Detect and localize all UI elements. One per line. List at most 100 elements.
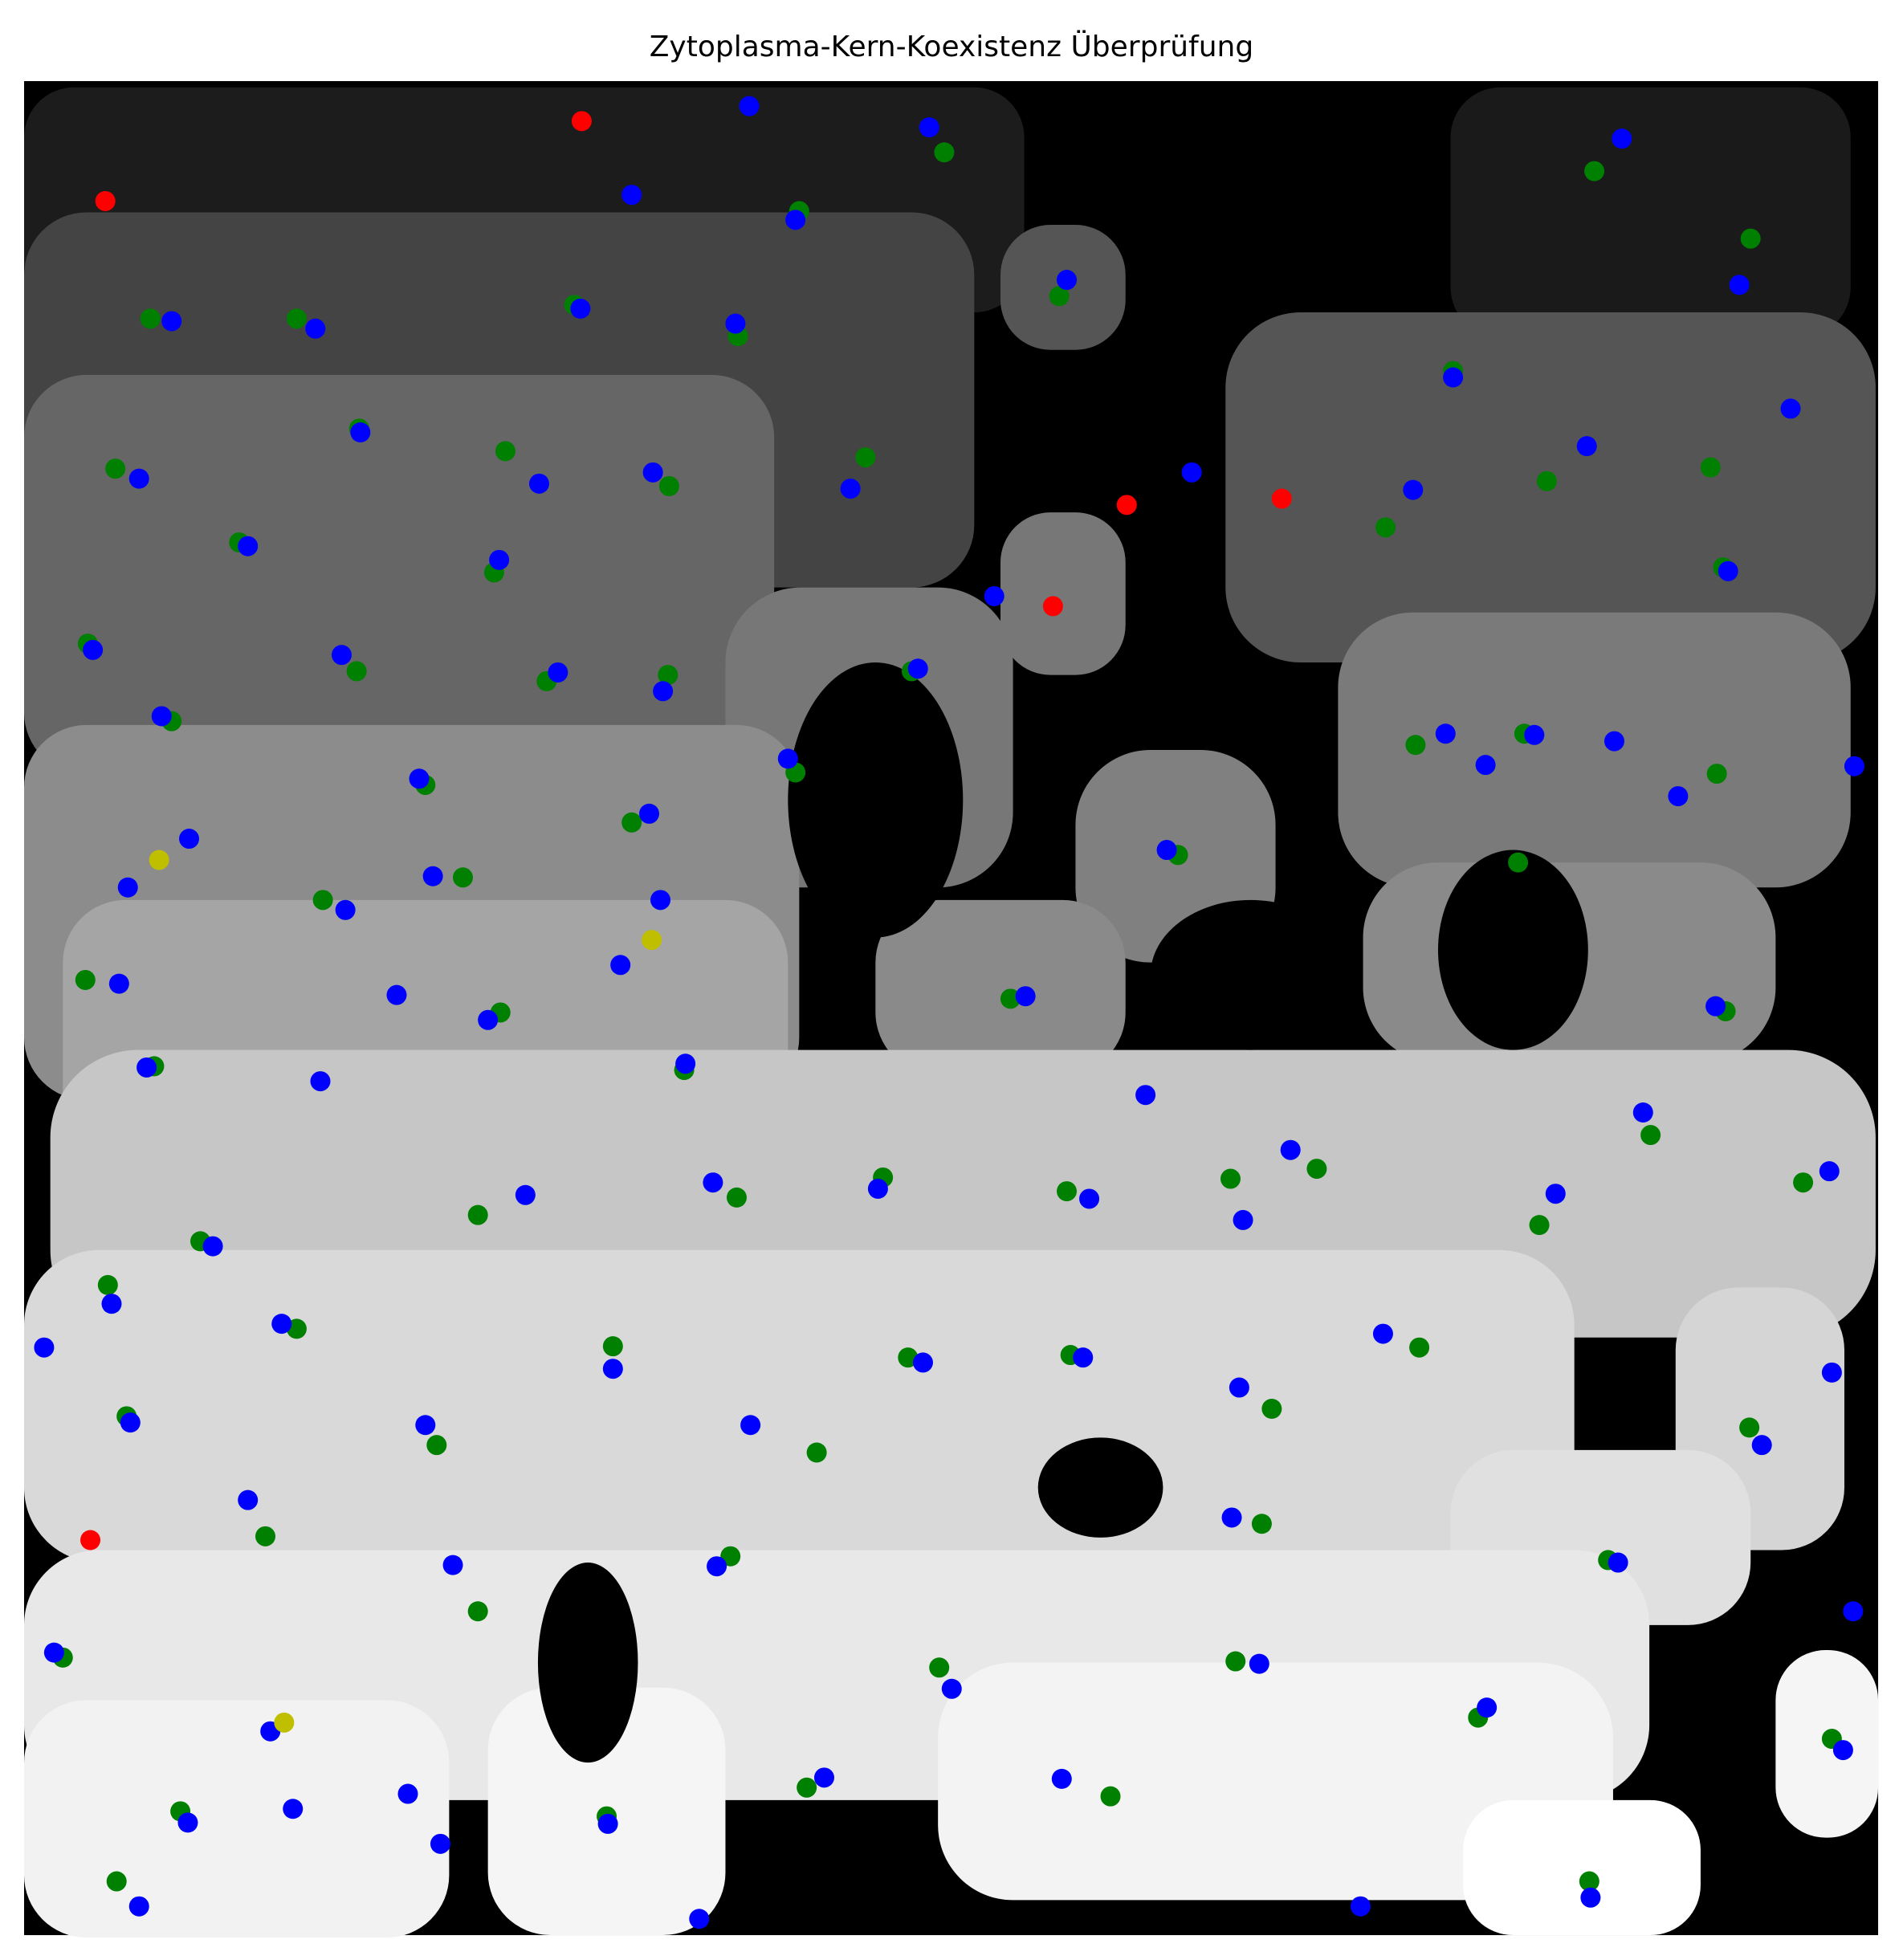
point bbox=[840, 479, 861, 499]
point bbox=[1443, 367, 1464, 388]
point bbox=[335, 899, 356, 920]
point bbox=[415, 1415, 436, 1436]
point bbox=[1116, 495, 1137, 515]
point bbox=[1251, 1514, 1272, 1534]
point bbox=[806, 1442, 827, 1463]
point bbox=[1051, 1768, 1072, 1789]
point bbox=[919, 117, 939, 138]
point bbox=[1000, 988, 1021, 1009]
point bbox=[1350, 1896, 1371, 1917]
point bbox=[1576, 436, 1597, 457]
point bbox=[1632, 1102, 1653, 1123]
point bbox=[386, 984, 407, 1005]
point bbox=[1057, 270, 1078, 291]
point bbox=[1780, 398, 1801, 419]
point bbox=[331, 645, 352, 666]
point bbox=[80, 1530, 101, 1550]
gap bbox=[1437, 850, 1588, 1050]
point bbox=[161, 311, 182, 332]
point bbox=[274, 1712, 295, 1733]
point bbox=[151, 706, 172, 727]
point bbox=[1793, 1172, 1814, 1193]
point bbox=[813, 1767, 834, 1788]
point bbox=[740, 1415, 761, 1436]
point bbox=[726, 1187, 747, 1208]
point bbox=[128, 1896, 149, 1917]
image-background bbox=[24, 81, 1879, 1938]
point bbox=[286, 308, 307, 329]
point bbox=[442, 1555, 463, 1575]
point bbox=[1181, 462, 1202, 483]
point bbox=[1580, 1887, 1601, 1908]
point bbox=[467, 1204, 488, 1225]
point bbox=[1280, 1139, 1301, 1160]
point bbox=[1409, 1337, 1430, 1358]
point bbox=[95, 190, 116, 211]
point bbox=[929, 1657, 950, 1678]
point bbox=[1100, 1786, 1121, 1807]
point bbox=[1819, 1161, 1840, 1182]
point bbox=[1221, 1507, 1242, 1528]
point bbox=[1079, 1188, 1100, 1209]
point bbox=[255, 1526, 275, 1546]
point bbox=[1529, 1215, 1550, 1236]
point bbox=[34, 1337, 55, 1358]
point bbox=[1073, 1347, 1094, 1368]
point bbox=[312, 890, 333, 911]
point bbox=[1057, 1181, 1078, 1202]
gap bbox=[1037, 1437, 1163, 1538]
point bbox=[1220, 1168, 1241, 1189]
point bbox=[642, 930, 662, 951]
point bbox=[1718, 560, 1738, 581]
point bbox=[1015, 986, 1036, 1007]
cell-region bbox=[1450, 87, 1851, 338]
point bbox=[515, 1184, 536, 1205]
point bbox=[642, 462, 663, 483]
point bbox=[1475, 755, 1496, 776]
point bbox=[1640, 1125, 1661, 1146]
gap bbox=[1150, 899, 1351, 1050]
point bbox=[1751, 1435, 1772, 1456]
point bbox=[725, 313, 746, 334]
point bbox=[797, 1777, 817, 1798]
point bbox=[707, 1556, 727, 1577]
point bbox=[1375, 517, 1396, 538]
point bbox=[238, 536, 259, 556]
point bbox=[984, 585, 1004, 606]
point bbox=[1584, 161, 1605, 181]
chart-title: Zytoplasma-Kern-Koexistenz Überprüfung bbox=[650, 30, 1253, 63]
point bbox=[1229, 1377, 1249, 1398]
point bbox=[106, 1871, 127, 1892]
point bbox=[1225, 1651, 1246, 1672]
point bbox=[1579, 1871, 1599, 1892]
point bbox=[202, 1236, 223, 1257]
point bbox=[452, 867, 473, 888]
point bbox=[720, 1546, 741, 1567]
point bbox=[1435, 723, 1456, 744]
point bbox=[1405, 735, 1426, 756]
point bbox=[855, 447, 876, 468]
point bbox=[1729, 275, 1750, 295]
point bbox=[350, 422, 371, 443]
point bbox=[739, 96, 760, 116]
point bbox=[867, 1178, 888, 1199]
cell-region bbox=[24, 1249, 1575, 1563]
point bbox=[179, 829, 200, 850]
point bbox=[1271, 488, 1292, 509]
point bbox=[1612, 128, 1632, 149]
gap bbox=[537, 1563, 638, 1763]
cell-region bbox=[875, 899, 1126, 1075]
point bbox=[1832, 1740, 1853, 1761]
point bbox=[1477, 1697, 1498, 1718]
point bbox=[1536, 471, 1557, 491]
point bbox=[528, 473, 549, 494]
point bbox=[140, 308, 161, 329]
point bbox=[1042, 596, 1063, 617]
point bbox=[785, 210, 806, 230]
point bbox=[101, 1294, 122, 1314]
point bbox=[1700, 457, 1721, 478]
point bbox=[43, 1642, 64, 1663]
point bbox=[658, 665, 678, 686]
point bbox=[934, 142, 955, 163]
point bbox=[912, 1352, 933, 1373]
